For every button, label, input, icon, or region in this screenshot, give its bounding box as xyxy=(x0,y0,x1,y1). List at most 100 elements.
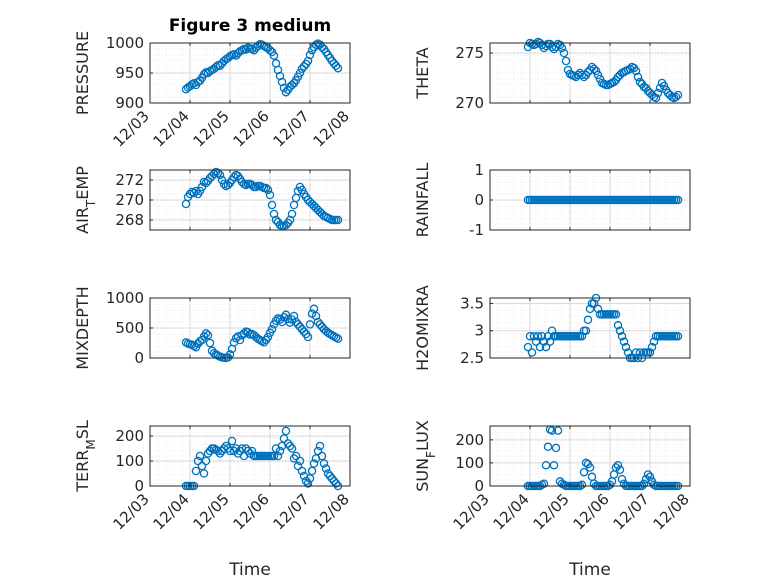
data-point xyxy=(205,338,215,348)
data-point xyxy=(203,330,213,340)
data-point xyxy=(615,465,625,475)
series-pressure xyxy=(181,39,343,97)
x-tick-label: 12/08 xyxy=(310,107,353,150)
data-point xyxy=(577,480,587,490)
data-point xyxy=(307,466,317,476)
y-tick-label: 2.5 xyxy=(460,349,484,367)
data-point xyxy=(585,304,595,314)
y-tick-label: 900 xyxy=(115,94,144,112)
x-tick-label: 12/03 xyxy=(110,490,153,533)
data-point xyxy=(303,479,313,488)
data-point xyxy=(265,45,275,55)
y-tick-label: 0 xyxy=(134,349,144,367)
y-axis-label: SUNFLUX xyxy=(413,420,438,492)
data-point xyxy=(259,338,269,347)
data-point xyxy=(551,443,561,453)
data-point xyxy=(321,464,331,473)
data-point xyxy=(201,456,211,466)
data-point xyxy=(201,329,211,338)
data-point xyxy=(315,441,325,451)
data-point xyxy=(281,426,291,436)
y-tick-label: 3 xyxy=(474,322,484,340)
data-point xyxy=(649,337,659,346)
data-point xyxy=(673,195,683,205)
series-terr-msl xyxy=(181,426,343,491)
data-point xyxy=(279,312,289,322)
data-point xyxy=(241,45,251,54)
y-axis-label: MIXDEPTH xyxy=(73,286,92,369)
data-point xyxy=(535,342,545,352)
axes-box xyxy=(149,425,351,487)
data-point xyxy=(671,92,681,102)
data-point xyxy=(621,342,631,352)
data-point xyxy=(579,467,589,477)
data-point xyxy=(531,337,541,346)
y-tick-label: 0 xyxy=(474,191,484,209)
data-point xyxy=(673,90,683,100)
y-tick-label: 268 xyxy=(115,211,144,229)
data-point xyxy=(623,348,633,357)
x-tick-label: 12/05 xyxy=(190,107,233,150)
y-axis-label: TERRMSL xyxy=(73,420,98,493)
data-point xyxy=(593,70,603,80)
data-point xyxy=(269,451,279,461)
y-tick-label: 200 xyxy=(455,431,484,449)
axes-box xyxy=(489,42,691,104)
x-tick-label: 12/06 xyxy=(570,490,613,533)
data-point xyxy=(269,51,279,60)
subplot-theta: 270 275 THETA xyxy=(413,37,691,112)
data-point xyxy=(523,342,533,352)
x-tick-label: 12/07 xyxy=(270,107,313,150)
x-axis-label-right: Time xyxy=(568,560,611,580)
data-point xyxy=(309,459,319,468)
y-tick-label: 1000 xyxy=(106,289,144,307)
data-point xyxy=(525,331,535,341)
data-point xyxy=(591,66,601,76)
data-point xyxy=(227,436,237,446)
data-point xyxy=(589,64,599,74)
data-point xyxy=(659,81,669,91)
data-point xyxy=(299,62,309,71)
data-point xyxy=(613,321,623,330)
data-point xyxy=(219,179,229,189)
x-axis-label-left: Time xyxy=(228,560,271,580)
y-axis-label: THETA xyxy=(413,47,432,99)
data-point xyxy=(547,426,557,435)
y-tick-label: 1000 xyxy=(106,34,144,52)
y-tick-label: 100 xyxy=(455,454,484,472)
y-tick-label: 0 xyxy=(474,477,484,495)
data-point xyxy=(531,39,541,49)
y-tick-label: 100 xyxy=(115,452,144,470)
data-point xyxy=(305,474,315,483)
x-tick-label: 12/08 xyxy=(650,490,693,533)
y-axis-label: H2OMIXRA xyxy=(413,285,432,371)
subplot-h2omixra: 2.5 3 3.5 H2OMIXRA xyxy=(413,285,691,371)
data-point xyxy=(527,348,537,357)
data-point xyxy=(239,329,249,338)
data-point xyxy=(639,479,649,488)
data-point xyxy=(615,326,625,335)
x-tick-label: 12/04 xyxy=(150,107,193,150)
data-point xyxy=(583,315,593,325)
data-point xyxy=(581,326,591,335)
data-point xyxy=(279,83,289,93)
series-air-temp xyxy=(181,167,343,231)
y-axis-label: PRESSURE xyxy=(73,31,92,115)
data-point xyxy=(549,460,559,470)
data-point xyxy=(537,331,547,341)
data-point xyxy=(195,451,205,461)
data-point xyxy=(261,183,271,193)
data-point xyxy=(295,456,305,466)
data-point xyxy=(213,168,223,178)
data-point xyxy=(559,48,569,58)
data-point xyxy=(617,474,627,484)
subplot-grid: 900950100012/0312/0412/0512/0612/0712/08… xyxy=(73,31,693,533)
data-point xyxy=(267,200,277,210)
data-point xyxy=(297,185,307,195)
x-tick-label: 12/08 xyxy=(310,490,353,533)
x-tick-label: 12/04 xyxy=(490,490,533,533)
y-tick-label: 0 xyxy=(134,477,144,495)
y-axis-label: RAINFALL xyxy=(413,163,432,238)
